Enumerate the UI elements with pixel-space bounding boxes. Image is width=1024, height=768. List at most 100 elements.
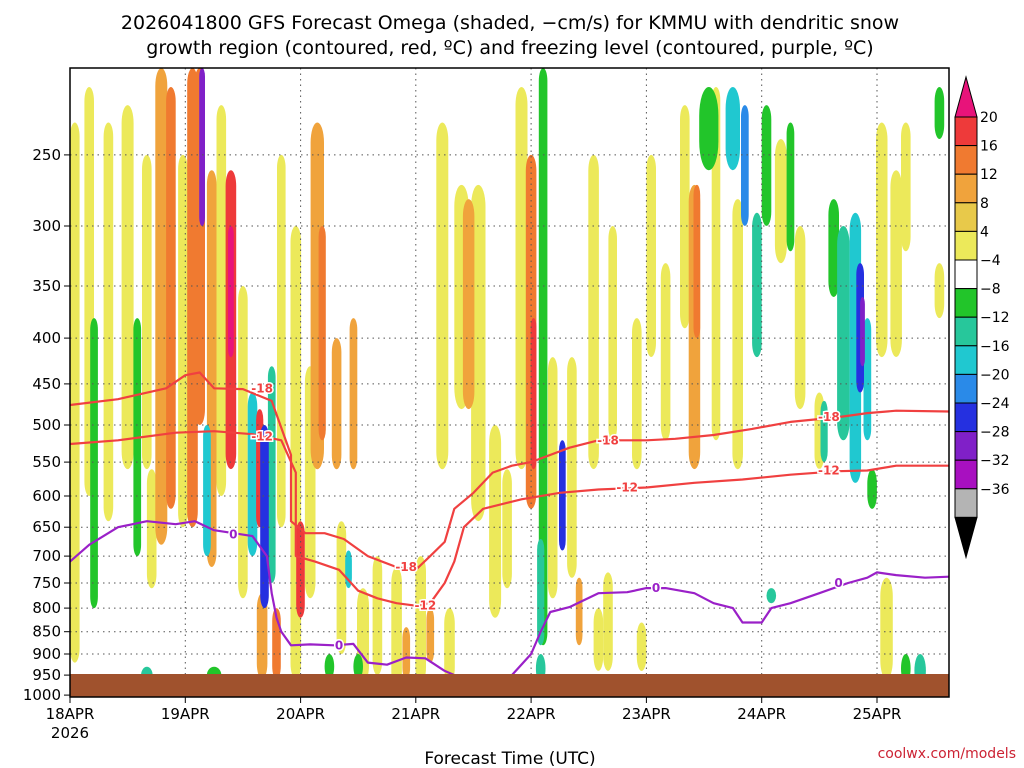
ytick-label-1000: 1000 (23, 686, 61, 704)
omega-cell-37 (415, 556, 426, 684)
ground-strip (70, 674, 949, 697)
omega-cell-40 (489, 425, 502, 618)
contour-dgz_minus18 (70, 371, 949, 571)
omega-cell-19 (774, 139, 787, 264)
colorbar-label-12: −32 (980, 453, 1010, 469)
colorbar-label-9: −20 (980, 367, 1010, 383)
omega-cell-6 (444, 608, 455, 684)
omega-cell-101 (860, 297, 865, 367)
contour-label-1: -12 (251, 430, 273, 444)
omega-cell-47 (761, 105, 772, 226)
colorbar-label-4: 4 (980, 224, 989, 240)
omega-cell-25 (70, 122, 80, 663)
xtick-label-19APR: 19APR (161, 705, 210, 723)
omega-cell-4 (277, 154, 286, 528)
colorbar-box-5 (954, 259, 978, 290)
omega-cell-73 (462, 199, 475, 410)
omega-cell-97 (559, 440, 566, 551)
omega-cell-3 (146, 469, 157, 589)
omega-cell-12 (603, 572, 613, 671)
omega-cell-49 (828, 199, 839, 297)
ytick-label-550: 550 (32, 453, 61, 471)
colorbar: 20 16 12 8 4 −4 −8 −12 −16 −20 −24 −28 −32 −36 (954, 75, 1010, 560)
omega-cell-99 (228, 226, 234, 358)
omega-cell-43 (547, 357, 558, 599)
colorbar-box-7 (954, 316, 978, 347)
colorbar-label-1: 16 (980, 139, 998, 155)
omega-cell-14 (632, 318, 642, 470)
xtick-label-24APR: 24APR (737, 705, 786, 723)
colorbar-box-10 (954, 402, 978, 433)
colorbar-label-11: −28 (980, 425, 1010, 441)
colorbar-box-9 (954, 373, 978, 404)
omega-cell-77 (837, 226, 850, 441)
omega-cell-52 (901, 122, 911, 252)
x-axis-title: Forecast Time (UTC) (424, 749, 595, 768)
colorbar-box-6 (954, 288, 978, 318)
contour-label-2: 0 (229, 527, 237, 541)
contour-label-8: 0 (652, 581, 660, 595)
colorbar-box-3 (954, 202, 978, 232)
omega-cell-69 (331, 338, 342, 470)
xtick-label-23APR: 23APR (622, 705, 671, 723)
xtick-label-25APR: 25APR (853, 705, 902, 723)
colorbar-label-0: 20 (980, 110, 998, 126)
omega-cell-8 (502, 469, 512, 589)
omega-cell-90 (863, 318, 872, 441)
omega-cell-80 (725, 87, 740, 171)
colorbar-label-6: −8 (980, 282, 1001, 298)
omega-cell-64 (155, 68, 168, 545)
colorbar-box-13 (954, 488, 978, 518)
contour-label-11: 0 (834, 576, 842, 590)
omega-cell-51 (876, 122, 888, 358)
omega-cell-36 (391, 567, 402, 688)
colorbar-box-1 (954, 145, 978, 175)
colorbar-label-10: −24 (980, 396, 1010, 412)
omega-cell-29 (178, 154, 188, 528)
omega-cell-63 (820, 400, 828, 463)
contour-label-6: -18 (597, 433, 619, 447)
omega-cell-50 (867, 469, 877, 509)
omega-cell-38 (436, 122, 449, 470)
credit-text: coolwx.com/models (878, 746, 1016, 762)
omega-cell-67 (256, 593, 268, 680)
contour-dgz_minus12 (70, 430, 949, 607)
xtick-label-20APR: 20APR (276, 705, 325, 723)
xtick-label-21APR: 21APR (391, 705, 440, 723)
omega-cell-18 (711, 87, 721, 441)
omega-cell-62 (766, 588, 777, 604)
omega-cell-34 (336, 521, 347, 654)
colorbar-label-5: −4 (980, 253, 1001, 269)
omega-cell-87 (318, 226, 326, 441)
colorbar-box-11 (954, 431, 978, 461)
omega-cell-44 (646, 154, 656, 357)
omega-cell-30 (216, 105, 227, 496)
omega-cell-57 (353, 654, 363, 680)
colorbar-label-2: 12 (980, 167, 998, 183)
y-axis-ticks: 250 300 350 400 450 500 550 600 650 700 750 800 850 9… (23, 146, 70, 704)
omega-cell-95 (741, 105, 749, 226)
chart-title-line-2: growth region (contoured, red, ºC) and f… (146, 37, 873, 59)
omega-cell-9 (567, 357, 577, 578)
contour-label-5: -12 (415, 599, 437, 613)
omega-cell-2 (142, 154, 152, 470)
omega-cell-10 (588, 154, 599, 470)
omega-cell-58 (752, 212, 762, 358)
omega-cell-94 (530, 318, 537, 470)
ytick-label-600: 600 (32, 487, 61, 505)
omega-cell-20 (794, 226, 806, 410)
ytick-label-500: 500 (32, 416, 61, 434)
omega-cell-75 (575, 577, 583, 646)
colorbar-top-arrow (954, 75, 978, 118)
x-axis-year-label: 2026 (51, 724, 89, 742)
contour-label-7: -12 (616, 481, 638, 495)
contour-label-10: -12 (818, 464, 840, 478)
ytick-label-350: 350 (32, 277, 61, 295)
colorbar-box-12 (954, 459, 978, 490)
ytick-label-250: 250 (32, 146, 61, 164)
omega-cell-35 (372, 556, 383, 676)
colorbar-box-4 (954, 230, 978, 261)
omega-cell-46 (732, 199, 743, 470)
